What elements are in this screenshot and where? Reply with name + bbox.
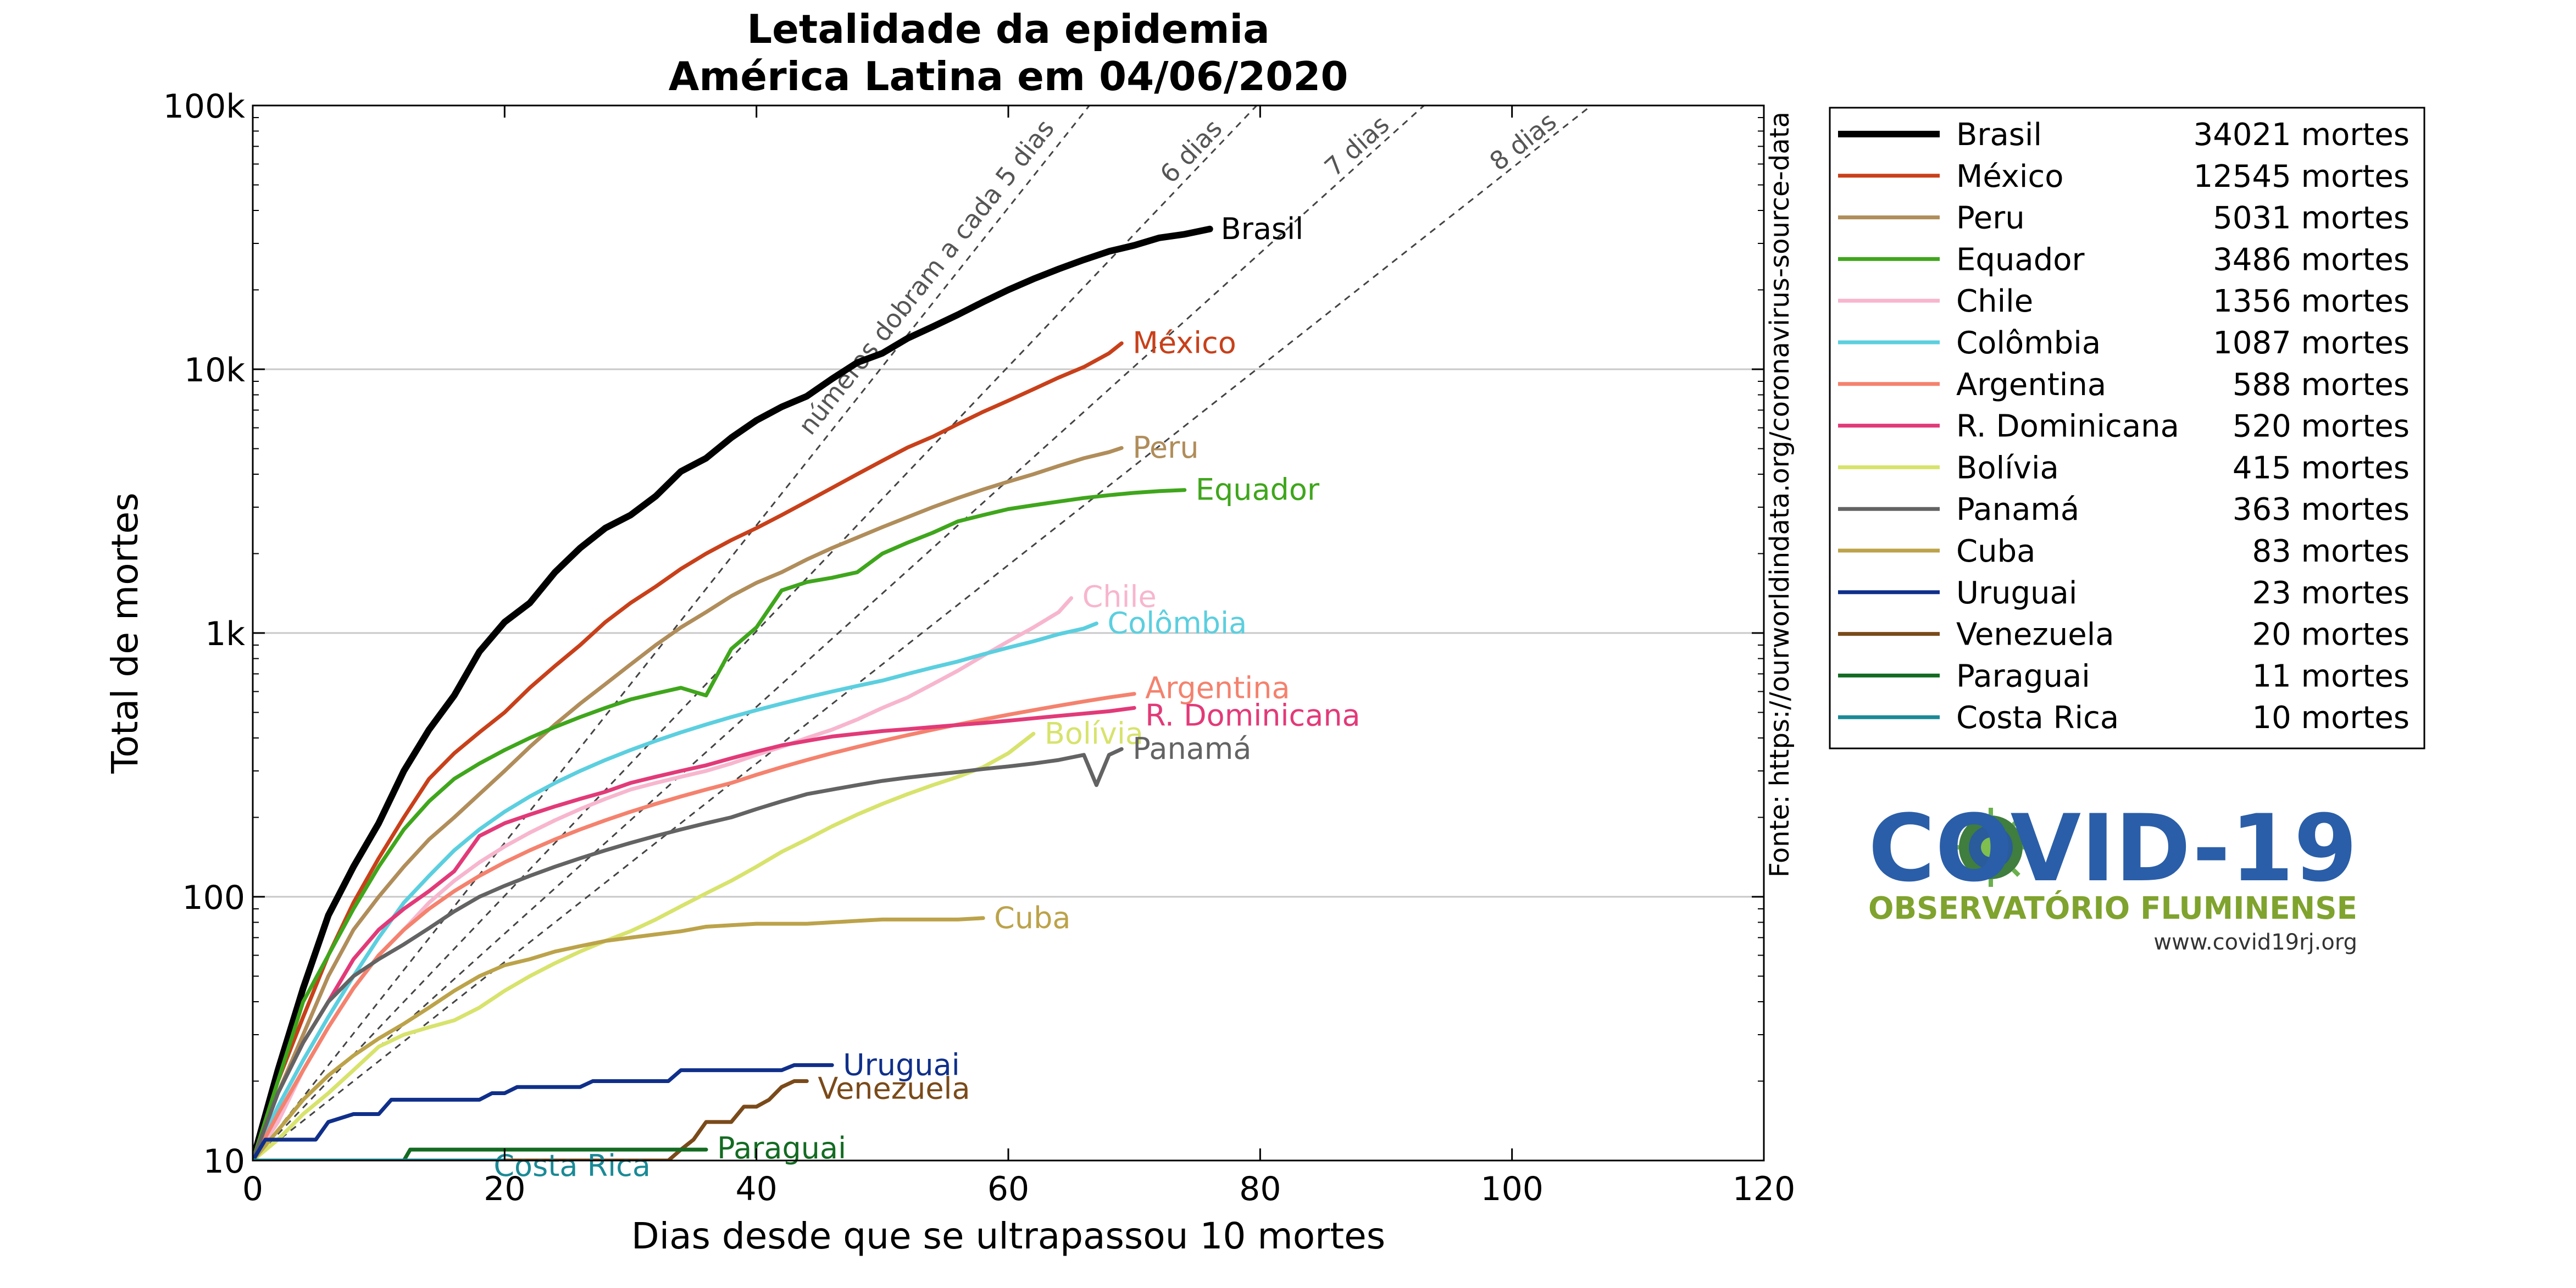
legend-value: 11 mortes bbox=[2252, 658, 2410, 694]
series-end-label: Argentina bbox=[1145, 671, 1290, 706]
series-line bbox=[253, 341, 1124, 1161]
series-end-label: Colômbia bbox=[1107, 606, 1247, 641]
doubling-line bbox=[253, 106, 1592, 1161]
chart-subtitle: América Latina em 04/06/2020 bbox=[669, 53, 1348, 99]
legend-value: 5031 mortes bbox=[2213, 201, 2410, 236]
legend-value: 20 mortes bbox=[2252, 617, 2410, 653]
doubling-label: 6 dias bbox=[1154, 113, 1228, 188]
legend-box bbox=[1829, 107, 2425, 750]
legend-value: 10 mortes bbox=[2252, 700, 2410, 736]
y-tick-label: 1k bbox=[205, 615, 245, 653]
legend-value: 588 mortes bbox=[2233, 367, 2410, 403]
legend-name: Brasil bbox=[1956, 117, 2042, 153]
series-end-label: Brasil bbox=[1221, 212, 1303, 246]
series-line bbox=[253, 692, 1136, 1161]
y-tick-label: 100k bbox=[163, 87, 246, 126]
series-line bbox=[253, 916, 985, 1161]
legend-value: 520 mortes bbox=[2233, 409, 2410, 445]
legend-value: 1356 mortes bbox=[2213, 284, 2410, 319]
legend-value: 415 mortes bbox=[2233, 450, 2410, 486]
legend-name: Peru bbox=[1956, 201, 2025, 236]
doubling-label: 8 dias bbox=[1484, 106, 1562, 176]
series-end-label: R. Dominicana bbox=[1145, 698, 1360, 732]
y-tick-label: 10 bbox=[203, 1142, 245, 1181]
doubling-lines bbox=[253, 106, 1592, 1161]
series-end-label: México bbox=[1132, 326, 1236, 360]
series-end-label: Costa Rica bbox=[493, 1148, 651, 1183]
series-end-label: Venezuela bbox=[818, 1072, 970, 1106]
doubling-line bbox=[253, 106, 1425, 1161]
series-line bbox=[253, 731, 1036, 1161]
legend-name: Cuba bbox=[1956, 534, 2035, 569]
legend-name: Equador bbox=[1956, 242, 2085, 277]
source-note: Fonte: https://ourworldindata.org/corona… bbox=[1764, 112, 1795, 878]
legend-name: Bolívia bbox=[1956, 450, 2059, 486]
legend-name: Venezuela bbox=[1956, 617, 2114, 653]
doubling-line bbox=[253, 106, 1258, 1161]
y-tick-label: 100 bbox=[182, 879, 245, 917]
legend-value: 34021 mortes bbox=[2194, 117, 2410, 153]
legend-name: R. Dominicana bbox=[1956, 409, 2179, 445]
series-end-label: Peru bbox=[1132, 430, 1198, 465]
x-tick-label: 0 bbox=[242, 1170, 263, 1208]
doubling-labels: números dobram a cada 5 dias 6 dias 7 dias… bbox=[792, 106, 1562, 440]
chart-title: Letalidade da epidemia bbox=[747, 6, 1270, 52]
legend-name: Argentina bbox=[1956, 367, 2106, 403]
legend-name: Chile bbox=[1956, 284, 2033, 319]
legend-value: 1087 mortes bbox=[2213, 325, 2410, 361]
series-line bbox=[253, 747, 1124, 1161]
legend-name: Uruguai bbox=[1956, 575, 2077, 611]
series-line bbox=[253, 225, 1213, 1161]
series-end-label: Chile bbox=[1082, 580, 1157, 614]
legend-value: 363 mortes bbox=[2233, 492, 2410, 528]
series-end-label: Bolívia bbox=[1045, 716, 1143, 751]
legend: Brasil 34021 mortes México 12545 mortes Peru… bbox=[1838, 117, 2410, 736]
y-tick-label: 10k bbox=[184, 351, 245, 390]
legend-value: 23 mortes bbox=[2252, 575, 2410, 611]
series-end-label: Equador bbox=[1196, 473, 1320, 507]
series-line bbox=[253, 446, 1124, 1161]
legend-name: Colômbia bbox=[1956, 325, 2101, 361]
legend-value: 3486 mortes bbox=[2213, 242, 2410, 277]
logo-url: www.covid19rj.org bbox=[2153, 930, 2357, 955]
legend-value: 12545 mortes bbox=[2194, 159, 2410, 195]
logo-subtitle: OBSERVATÓRIO FLUMINENSE bbox=[1868, 891, 2357, 926]
series-end-label: Panamá bbox=[1132, 731, 1251, 766]
series-group bbox=[253, 225, 1213, 1161]
x-tick-label: 20 bbox=[484, 1170, 525, 1208]
axis-ticks: 10 100 1k 10k 100k 0 20 40 60 80 100 120 bbox=[163, 87, 1796, 1208]
x-axis-label: Dias desde que se ultrapassou 10 mortes bbox=[631, 1215, 1385, 1257]
legend-name: Paraguai bbox=[1956, 658, 2090, 694]
legend-name: Costa Rica bbox=[1956, 700, 2119, 736]
doubling-label: números dobram a cada 5 dias bbox=[792, 114, 1060, 440]
virus-icon bbox=[1951, 808, 2030, 887]
series-end-label: Cuba bbox=[994, 901, 1070, 935]
series-line bbox=[253, 1063, 834, 1161]
logo: COVID-19 OBSERVATÓRIO FLUMINENSE www.cov… bbox=[1868, 795, 2357, 955]
legend-value: 83 mortes bbox=[2252, 534, 2410, 569]
legend-name: México bbox=[1956, 159, 2064, 195]
series-line bbox=[253, 1147, 708, 1161]
series-line bbox=[253, 488, 1187, 1161]
x-tick-label: 60 bbox=[987, 1170, 1029, 1208]
x-tick-label: 40 bbox=[735, 1170, 777, 1208]
x-tick-label: 80 bbox=[1239, 1170, 1281, 1208]
logo-title: COVID-19 bbox=[1868, 795, 2357, 902]
y-axis-label: Total de mortes bbox=[104, 492, 146, 774]
doubling-label: 7 dias bbox=[1319, 109, 1395, 182]
series-end-label: Uruguai bbox=[843, 1047, 960, 1082]
gridlines bbox=[253, 368, 1764, 898]
series-line bbox=[253, 706, 1136, 1161]
x-tick-label: 100 bbox=[1480, 1170, 1544, 1208]
x-tick-label: 120 bbox=[1733, 1170, 1796, 1208]
legend-name: Panamá bbox=[1956, 492, 2079, 528]
